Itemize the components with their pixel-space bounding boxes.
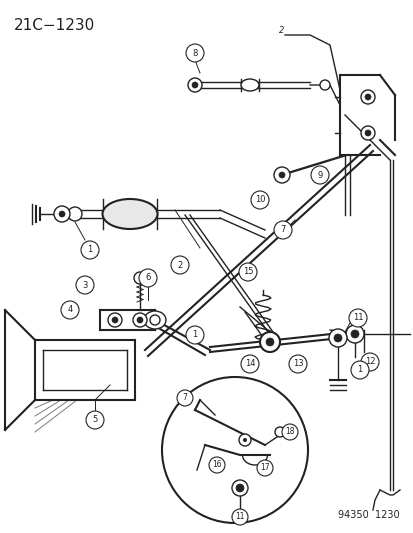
Circle shape bbox=[150, 315, 159, 325]
Circle shape bbox=[328, 329, 346, 347]
Text: 4: 4 bbox=[67, 305, 72, 314]
Circle shape bbox=[364, 130, 370, 136]
Circle shape bbox=[242, 438, 247, 442]
Text: 16: 16 bbox=[212, 461, 221, 470]
Circle shape bbox=[133, 313, 147, 327]
Circle shape bbox=[310, 166, 328, 184]
Circle shape bbox=[259, 332, 279, 352]
Text: 1: 1 bbox=[356, 366, 362, 375]
Circle shape bbox=[360, 90, 374, 104]
Circle shape bbox=[266, 338, 273, 346]
Text: 13: 13 bbox=[292, 359, 303, 368]
Text: 17: 17 bbox=[259, 464, 269, 472]
Circle shape bbox=[319, 80, 329, 90]
Circle shape bbox=[76, 276, 94, 294]
Ellipse shape bbox=[102, 199, 157, 229]
Circle shape bbox=[59, 211, 65, 217]
Circle shape bbox=[350, 361, 368, 379]
Circle shape bbox=[274, 427, 284, 437]
Circle shape bbox=[333, 334, 341, 342]
Ellipse shape bbox=[240, 79, 259, 91]
Circle shape bbox=[360, 126, 374, 140]
Ellipse shape bbox=[144, 311, 166, 329]
Circle shape bbox=[192, 82, 197, 88]
Circle shape bbox=[185, 326, 204, 344]
Circle shape bbox=[177, 390, 192, 406]
Circle shape bbox=[281, 424, 297, 440]
Text: 1: 1 bbox=[87, 246, 93, 254]
Circle shape bbox=[139, 269, 157, 287]
Text: 12: 12 bbox=[364, 358, 374, 367]
Circle shape bbox=[240, 355, 259, 373]
Text: 3: 3 bbox=[82, 280, 88, 289]
Circle shape bbox=[345, 325, 363, 343]
Circle shape bbox=[273, 167, 289, 183]
Circle shape bbox=[278, 172, 284, 178]
Circle shape bbox=[86, 411, 104, 429]
Circle shape bbox=[231, 480, 247, 496]
Circle shape bbox=[235, 484, 243, 492]
Circle shape bbox=[81, 241, 99, 259]
Circle shape bbox=[137, 317, 142, 323]
Circle shape bbox=[188, 78, 202, 92]
Text: 5: 5 bbox=[92, 416, 97, 424]
Circle shape bbox=[288, 355, 306, 373]
Circle shape bbox=[134, 272, 146, 284]
Text: 11: 11 bbox=[352, 313, 362, 322]
Text: 6: 6 bbox=[145, 273, 150, 282]
Text: 14: 14 bbox=[244, 359, 255, 368]
Circle shape bbox=[112, 317, 118, 323]
Circle shape bbox=[108, 313, 122, 327]
Text: 10: 10 bbox=[254, 196, 265, 205]
Circle shape bbox=[231, 509, 247, 525]
Circle shape bbox=[185, 44, 204, 62]
Circle shape bbox=[54, 206, 70, 222]
Circle shape bbox=[61, 301, 79, 319]
Circle shape bbox=[250, 191, 268, 209]
Circle shape bbox=[209, 457, 224, 473]
Circle shape bbox=[256, 460, 272, 476]
Text: 2: 2 bbox=[279, 26, 284, 35]
Text: 15: 15 bbox=[242, 268, 253, 277]
Text: 8: 8 bbox=[192, 49, 197, 58]
Circle shape bbox=[273, 221, 291, 239]
Text: 21C−1230: 21C−1230 bbox=[14, 18, 95, 33]
Text: 1: 1 bbox=[192, 330, 197, 340]
Circle shape bbox=[360, 353, 378, 371]
Circle shape bbox=[364, 94, 370, 100]
Circle shape bbox=[350, 330, 358, 338]
Text: 2: 2 bbox=[177, 261, 182, 270]
Circle shape bbox=[348, 309, 366, 327]
Text: 11: 11 bbox=[235, 513, 244, 521]
Circle shape bbox=[68, 207, 82, 221]
Text: 7: 7 bbox=[280, 225, 285, 235]
Text: 9: 9 bbox=[317, 171, 322, 180]
Circle shape bbox=[238, 263, 256, 281]
Circle shape bbox=[238, 434, 250, 446]
Text: 94350  1230: 94350 1230 bbox=[337, 510, 399, 520]
Text: 18: 18 bbox=[285, 427, 294, 437]
Text: 7: 7 bbox=[182, 393, 187, 402]
Circle shape bbox=[171, 256, 189, 274]
Circle shape bbox=[161, 377, 307, 523]
